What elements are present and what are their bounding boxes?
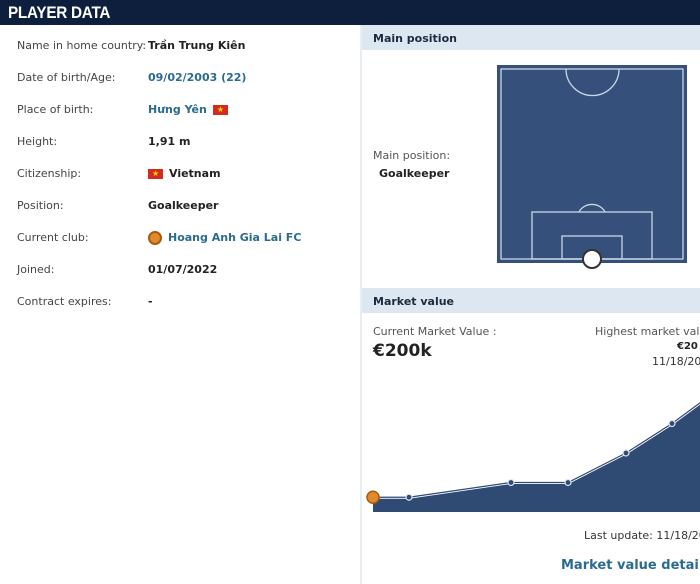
row-label: Contract expires: <box>17 295 112 308</box>
vietnam-flag-icon <box>148 166 163 182</box>
main-position-header: Main position <box>362 25 700 50</box>
birthplace-link[interactable]: Hưng Yên <box>148 103 207 116</box>
row-value: Trần Trung Kiên <box>148 39 246 52</box>
pitch-diagram <box>497 65 687 269</box>
value-point <box>622 449 630 457</box>
pitch-background <box>497 65 687 263</box>
row-label: Height: <box>17 135 58 148</box>
current-value: €200k <box>373 341 432 361</box>
row-label: Current club: <box>17 231 89 244</box>
value-point <box>564 478 572 487</box>
row-value: Goalkeeper <box>148 199 219 212</box>
row-label: Date of birth/Age: <box>17 71 116 84</box>
highest-value-label: Highest market valu <box>595 325 700 338</box>
club-crest-point-icon <box>366 490 380 504</box>
dob-link[interactable]: 09/02/2003 (22) <box>148 71 247 84</box>
row-value: - <box>148 295 153 308</box>
row-value: Vietnam <box>169 167 221 180</box>
row-value: 01/07/2022 <box>148 263 218 276</box>
market-value-chart[interactable] <box>362 385 700 520</box>
vietnam-flag-icon <box>212 102 228 118</box>
player-data-header: PLAYER DATA <box>0 0 700 25</box>
row-value: 1,91 m <box>148 135 191 148</box>
market-value-details-link[interactable]: Market value details <box>561 558 700 573</box>
main-position-value: Goalkeeper <box>379 167 450 180</box>
last-update: Last update: 11/18/202 <box>584 529 700 542</box>
goalkeeper-position-marker <box>582 249 602 269</box>
value-point <box>507 478 515 487</box>
highest-value: €20 <box>677 341 698 352</box>
center-circle <box>565 68 620 97</box>
value-point <box>405 493 413 501</box>
header-title: PLAYER DATA <box>8 3 111 22</box>
row-label: Joined: <box>17 263 55 276</box>
row-label: Citizenship: <box>17 167 82 180</box>
highest-value-date: 11/18/20 <box>652 355 700 368</box>
value-area <box>373 402 700 512</box>
row-label: Name in home country: <box>17 39 147 52</box>
player-data-panel: Name in home country: Trần Trung Kiên Dat… <box>0 25 360 584</box>
row-label: Position: <box>17 199 64 212</box>
club-link[interactable]: Hoang Anh Gia Lai FC <box>168 231 302 244</box>
row-label: Place of birth: <box>17 103 94 116</box>
market-value-header: Market value <box>362 288 700 313</box>
main-position-label: Main position: <box>373 149 451 162</box>
right-column: Main position Main position: Goalkeeper … <box>362 25 700 584</box>
current-value-label: Current Market Value : <box>373 325 497 338</box>
value-point <box>668 419 676 428</box>
penalty-arc <box>578 203 606 213</box>
club-crest-icon[interactable] <box>148 231 162 245</box>
